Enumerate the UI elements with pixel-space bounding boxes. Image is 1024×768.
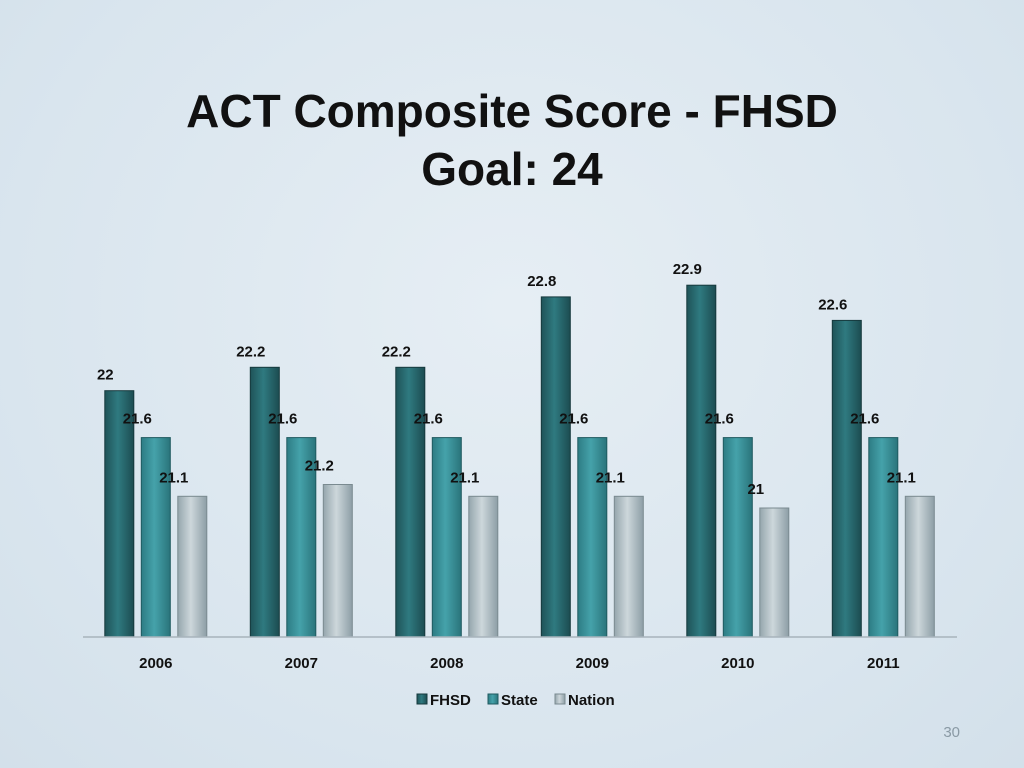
bar-nation-2011 <box>904 495 935 638</box>
bars-layer <box>104 284 935 638</box>
bar-fhsd-2007 <box>249 366 280 638</box>
slide-title: ACT Composite Score - FHSD Goal: 24 <box>0 82 1024 198</box>
data-label-fhsd-2010: 22.9 <box>673 261 702 278</box>
legend-swatch-nation <box>554 693 566 705</box>
bar-state-2010 <box>722 437 753 638</box>
data-label-nation-2010: 21 <box>747 481 764 498</box>
data-label-state-2008: 21.6 <box>414 411 443 428</box>
title-line-1: ACT Composite Score - FHSD <box>186 85 838 137</box>
x-tick-label-2006: 2006 <box>139 655 172 672</box>
bar-nation-2007 <box>322 484 353 638</box>
bar-state-2006 <box>140 437 171 638</box>
data-label-state-2011: 21.6 <box>850 411 879 428</box>
bar-nation-2009 <box>613 495 644 638</box>
data-label-nation-2006: 21.1 <box>159 469 188 486</box>
bar-fhsd-2011 <box>831 319 862 638</box>
bar-fhsd-2006 <box>104 390 135 638</box>
data-label-nation-2011: 21.1 <box>887 469 916 486</box>
bar-fhsd-2009 <box>540 296 571 638</box>
legend-swatch-state <box>487 693 499 705</box>
data-label-fhsd-2007: 22.2 <box>236 343 265 360</box>
bar-state-2011 <box>868 437 899 638</box>
data-label-state-2006: 21.6 <box>123 411 152 428</box>
legend-label-nation: Nation <box>568 692 615 709</box>
legend-label-fhsd: FHSD <box>430 692 471 709</box>
data-label-state-2010: 21.6 <box>705 411 734 428</box>
bar-nation-2010 <box>759 507 790 638</box>
data-label-fhsd-2011: 22.6 <box>818 296 847 313</box>
bar-nation-2006 <box>177 495 208 638</box>
x-tick-label-2007: 2007 <box>285 655 318 672</box>
labels-layer: 22 21.6 21.1 2006 22.2 21.6 21.2 2007 22.2 21.6 21… <box>97 261 916 672</box>
title-line-2: Goal: 24 <box>421 143 603 195</box>
data-label-nation-2008: 21.1 <box>450 469 479 486</box>
page-number: 30 <box>943 724 960 741</box>
bar-state-2009 <box>577 437 608 638</box>
data-label-nation-2009: 21.1 <box>596 469 625 486</box>
bar-fhsd-2010 <box>686 284 717 638</box>
data-label-state-2007: 21.6 <box>268 411 297 428</box>
bar-fhsd-2008 <box>395 366 426 638</box>
x-tick-label-2008: 2008 <box>430 655 463 672</box>
data-label-fhsd-2009: 22.8 <box>527 273 556 290</box>
x-tick-label-2010: 2010 <box>721 655 754 672</box>
bar-state-2007 <box>286 437 317 638</box>
data-label-fhsd-2006: 22 <box>97 367 114 384</box>
x-tick-label-2011: 2011 <box>867 655 900 672</box>
bar-state-2008 <box>431 437 462 638</box>
legend: FHSD State Nation <box>416 692 615 709</box>
data-label-nation-2007: 21.2 <box>305 458 334 475</box>
data-label-state-2009: 21.6 <box>559 411 588 428</box>
legend-label-state: State <box>501 692 538 709</box>
legend-swatch-fhsd <box>416 693 428 705</box>
x-tick-label-2009: 2009 <box>576 655 609 672</box>
bar-nation-2008 <box>468 495 499 638</box>
data-label-fhsd-2008: 22.2 <box>382 343 411 360</box>
